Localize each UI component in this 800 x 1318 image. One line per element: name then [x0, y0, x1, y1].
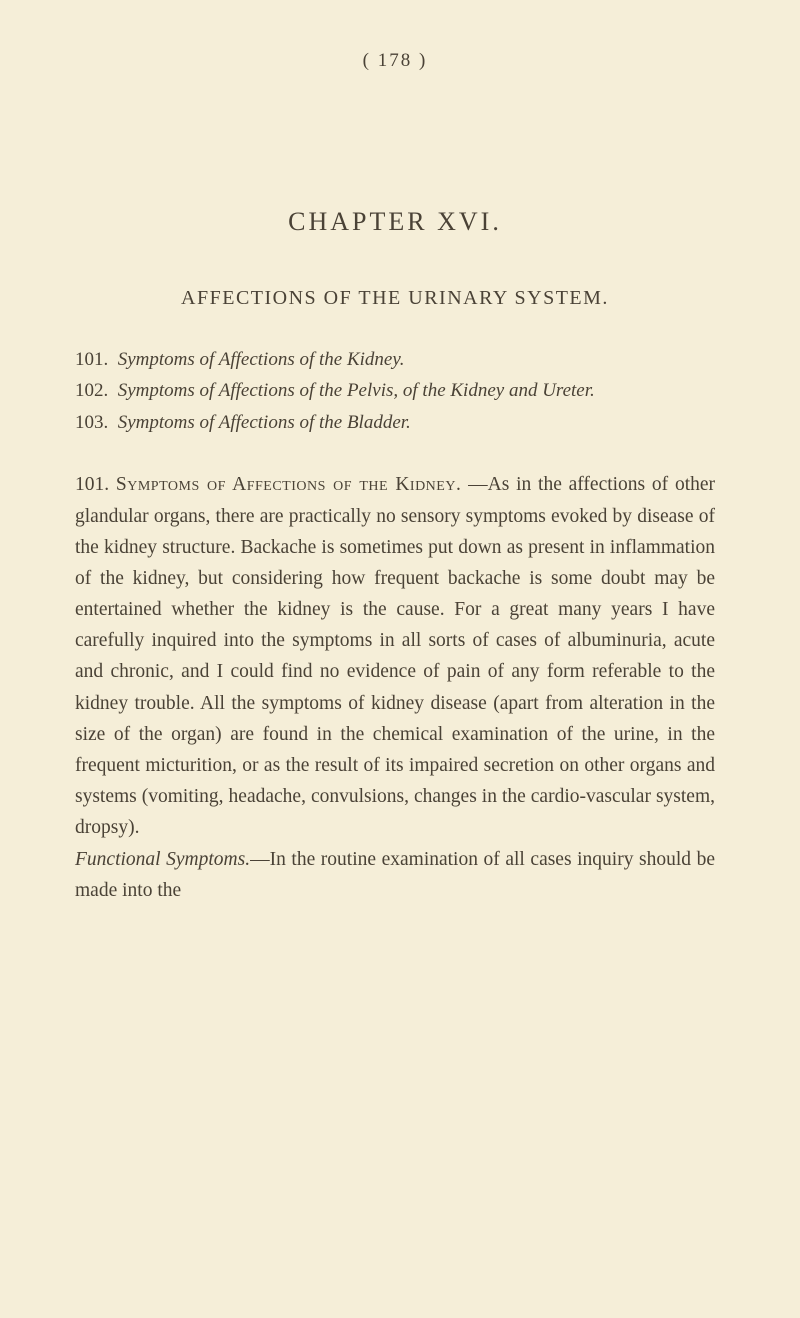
page-number: ( 178 ) [75, 50, 715, 72]
chapter-heading: CHAPTER XVI. [75, 207, 715, 237]
section-heading: AFFECTIONS OF THE URINARY SYSTEM. [75, 287, 715, 310]
toc-number: 103. [75, 412, 108, 433]
toc-item: 103. Symptoms of Affections of the Bladd… [75, 408, 715, 437]
table-of-contents: 101. Symptoms of Affections of the Kidne… [75, 345, 715, 437]
toc-text: Symptoms of Affections of the Kidney. [118, 349, 405, 370]
toc-number: 102. [75, 380, 108, 401]
toc-item: 101. Symptoms of Affections of the Kidne… [75, 345, 715, 374]
toc-item: 102. Symptoms of Affections of the Pelvi… [75, 376, 715, 405]
body-paragraph: 101. Symptoms of Affections of the Kidne… [75, 469, 715, 906]
toc-text: Symptoms of Affections of the Pelvis, of… [118, 380, 595, 401]
toc-text: Symptoms of Affections of the Bladder. [118, 412, 411, 433]
section-title: Symptoms of Affections of the Kidney. [116, 474, 461, 495]
subsection-label: Functional Symptoms. [75, 849, 250, 870]
paragraph-text: —As in the affections of other glandular… [75, 474, 715, 838]
toc-number: 101. [75, 349, 108, 370]
section-number: 101. [75, 474, 109, 495]
